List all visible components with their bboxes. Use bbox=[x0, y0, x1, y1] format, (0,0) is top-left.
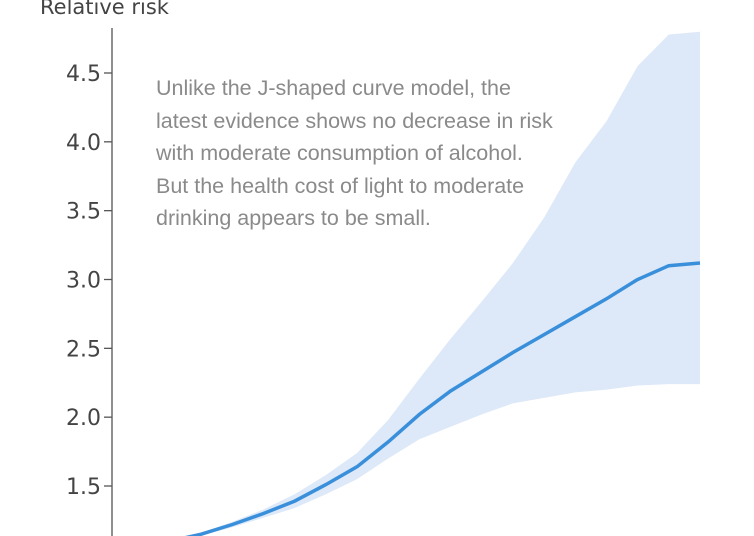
annotation-line: latest evidence shows no decrease in ris… bbox=[156, 108, 553, 133]
y-tick-label: 2.5 bbox=[66, 337, 101, 362]
y-tick-label: 1.5 bbox=[66, 475, 101, 500]
annotation-line: with moderate consumption of alcohol. bbox=[156, 141, 523, 165]
y-tick-label: 3.5 bbox=[66, 200, 101, 225]
y-tick-label: 3.0 bbox=[66, 269, 101, 294]
y-axis-title: Relative risk bbox=[40, 0, 170, 19]
y-tick-label: 4.5 bbox=[66, 62, 101, 87]
annotation-line: But the health cost of light to moderate bbox=[156, 173, 525, 198]
confidence-interval-band bbox=[189, 31, 700, 536]
estimate-line bbox=[184, 261, 701, 536]
annotation-line: Unlike the J-shaped curve model, the bbox=[156, 76, 511, 100]
y-tick-label: 4.0 bbox=[66, 131, 101, 156]
y-tick-label: 2.0 bbox=[66, 406, 101, 431]
annotation-text: Unlike the J-shaped curve model, the lat… bbox=[156, 72, 656, 235]
annotation-line: drinking appears to be small. bbox=[156, 206, 431, 230]
y-axis-ticks: 1.5 2.0 2.5 3.0 3.5 4.0 4.5 bbox=[66, 62, 112, 500]
